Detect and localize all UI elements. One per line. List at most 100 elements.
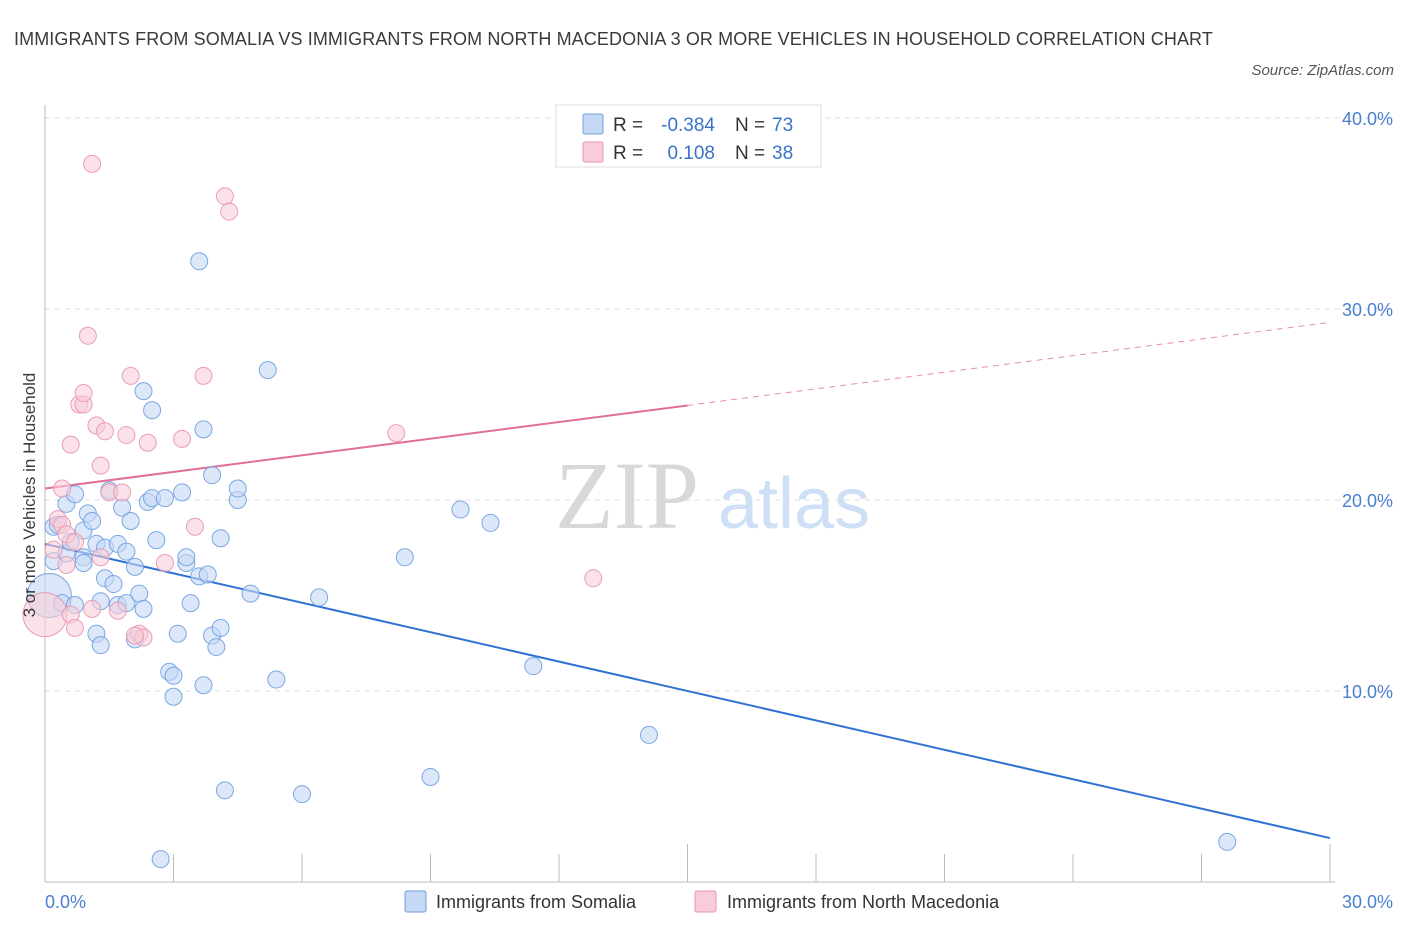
legend-r-value-macedonia: 0.108 <box>667 143 715 164</box>
somalia-point-28 <box>121 512 140 531</box>
bottom-legend-label-macedonia: Immigrants from North Macedonia <box>727 892 1000 912</box>
somalia-point-36 <box>147 531 166 550</box>
macedonia-point-15 <box>83 599 102 618</box>
somalia-point-60 <box>241 584 260 603</box>
somalia-point-29 <box>125 557 144 576</box>
legend-n-value-macedonia: 38 <box>772 143 793 164</box>
legend-swatch-somalia <box>582 113 604 135</box>
legend-n-label-somalia: N = <box>735 115 765 136</box>
legend-r-label-somalia: R = <box>613 115 643 136</box>
macedonia-point-27 <box>138 433 157 452</box>
legend-n-label-macedonia: N = <box>735 143 765 164</box>
y-axis-label: 3 or more Vehicles in Household <box>20 373 39 618</box>
somalia-point-54 <box>207 638 226 657</box>
somalia-point-50 <box>194 676 213 695</box>
somalia-point-31 <box>130 584 149 603</box>
macedonia-point-33 <box>220 202 239 221</box>
somalia-point-47 <box>190 252 209 271</box>
macedonia-point-23 <box>117 426 136 445</box>
trend-lines <box>44 321 1331 840</box>
legend-r-value-somalia: -0.384 <box>661 115 715 136</box>
somalia-point-67 <box>451 500 470 519</box>
y-tick-label-0: 10.0% <box>1342 682 1393 702</box>
macedonia-point-5 <box>57 555 76 574</box>
somalia-point-64 <box>310 588 329 607</box>
somalia-point-51 <box>198 565 217 584</box>
somalia-point-43 <box>173 483 192 502</box>
somalia-point-62 <box>267 670 286 689</box>
watermark-zip: ZIP <box>555 442 699 549</box>
bottom-legend-label-somalia: Immigrants from Somalia <box>436 892 637 912</box>
axes <box>44 105 1335 883</box>
legend-swatch-macedonia <box>582 141 604 163</box>
y-tick-label-3: 40.0% <box>1342 109 1393 129</box>
somalia-point-66 <box>421 767 440 786</box>
legend-n-value-somalia: 73 <box>772 115 793 136</box>
grid-lines <box>45 117 1390 692</box>
tick-labels: 10.0% 20.0% 30.0% 40.0% 0.0% 30.0% <box>45 109 1393 912</box>
somalia-point-58 <box>228 479 247 498</box>
somalia-point-70 <box>639 725 658 744</box>
somalia-point-71 <box>1218 832 1237 851</box>
macedonia-point-17 <box>91 548 110 567</box>
somalia-point-65 <box>395 548 414 567</box>
y-tick-label-1: 20.0% <box>1342 491 1393 511</box>
macedonia-point-35 <box>387 424 406 443</box>
chart-title: IMMIGRANTS FROM SOMALIA VS IMMIGRANTS FR… <box>14 29 1213 49</box>
somalia-point-63 <box>293 785 311 804</box>
bottom-legend-swatch-somalia <box>404 890 427 913</box>
somalia-point-40 <box>164 666 183 685</box>
macedonia-point-13 <box>74 384 93 403</box>
somalia-point-41 <box>164 687 183 706</box>
macedonia-point-34 <box>83 154 102 173</box>
somalia-point-69 <box>524 657 543 676</box>
somalia-point-38 <box>155 489 174 508</box>
macedonia-point-18 <box>91 456 110 475</box>
somalia-point-72 <box>151 850 170 869</box>
somalia-point-35 <box>143 401 162 420</box>
macedonia-point-36 <box>584 569 603 588</box>
somalia-point-59 <box>215 781 234 800</box>
bottom-legend-swatch-macedonia <box>694 890 717 913</box>
legend-r-label-macedonia: R = <box>613 143 643 164</box>
source-label: Source: ZipAtlas.com <box>1251 62 1394 79</box>
x-tick-label-0: 0.0% <box>45 892 86 912</box>
macedonia-point-19 <box>95 422 114 441</box>
macedonia-point-32 <box>215 187 234 206</box>
somalia-point-18 <box>91 636 110 655</box>
macedonia-point-9 <box>65 533 84 552</box>
macedonia-point-30 <box>185 517 204 536</box>
somalia-point-32 <box>134 599 153 618</box>
macedonia-point-8 <box>61 435 80 454</box>
somalia-point-61 <box>258 361 277 380</box>
x-tick-label-1: 30.0% <box>1342 892 1393 912</box>
somalia-point-45 <box>177 548 196 567</box>
macedonia-point-22 <box>113 483 132 502</box>
somalia-point-11 <box>74 554 93 573</box>
data-points <box>22 154 1237 869</box>
macedonia-point-14 <box>78 326 97 345</box>
somalia-point-42 <box>168 624 187 643</box>
somalia-point-22 <box>104 575 123 594</box>
somalia-point-46 <box>181 594 200 613</box>
macedonia-point-4 <box>53 479 72 498</box>
somalia-point-27 <box>117 542 136 561</box>
watermark-atlas: atlas <box>718 464 870 544</box>
trend-line-solid-1 <box>44 404 688 490</box>
macedonia-point-31 <box>194 366 213 385</box>
macedonia-point-1 <box>44 540 63 559</box>
y-tick-label-2: 30.0% <box>1342 300 1393 320</box>
bottom-legend: Immigrants from Somalia Immigrants from … <box>404 890 1000 913</box>
somalia-point-55 <box>211 618 230 637</box>
somalia-point-56 <box>211 529 230 548</box>
somalia-point-33 <box>134 382 153 401</box>
macedonia-point-29 <box>173 429 192 448</box>
macedonia-point-37 <box>125 626 144 645</box>
macedonia-point-10 <box>65 618 84 637</box>
somalia-point-52 <box>203 466 222 485</box>
trend-line-dashed-1 <box>687 321 1331 406</box>
somalia-point-68 <box>481 513 500 532</box>
macedonia-point-21 <box>108 601 127 620</box>
legend-box: R = -0.384 N = 73 R = 0.108 N = 38 <box>555 104 822 168</box>
